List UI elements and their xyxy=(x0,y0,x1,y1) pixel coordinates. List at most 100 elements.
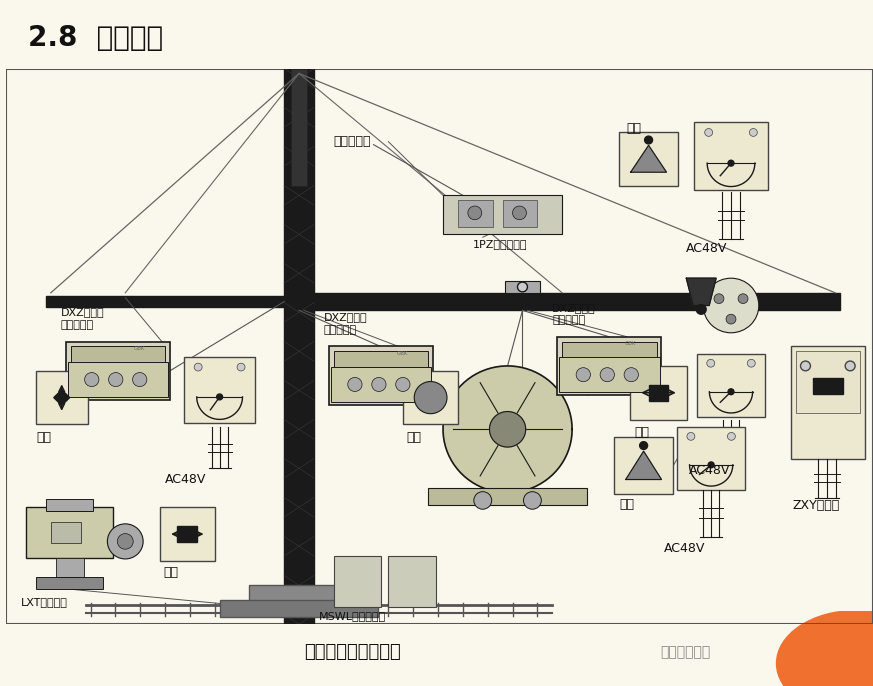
Bar xyxy=(299,293,840,310)
Circle shape xyxy=(738,294,748,303)
Circle shape xyxy=(726,314,736,324)
Bar xyxy=(560,357,659,392)
Text: 幅度: 幅度 xyxy=(635,427,650,439)
Circle shape xyxy=(600,368,615,381)
Text: 行程限位器: 行程限位器 xyxy=(61,320,94,330)
Text: 回転: 回転 xyxy=(406,431,422,445)
Polygon shape xyxy=(490,412,526,447)
Circle shape xyxy=(108,372,123,387)
Bar xyxy=(284,69,314,624)
Text: MSWL载荷限制器: MSWL载荷限制器 xyxy=(319,611,386,621)
Text: 行程限位器: 行程限位器 xyxy=(553,316,586,325)
Bar xyxy=(619,132,678,186)
Bar xyxy=(26,507,113,558)
Circle shape xyxy=(468,206,482,220)
Bar xyxy=(698,354,765,417)
Text: AC48V: AC48V xyxy=(690,464,731,477)
Text: DXZ多功能: DXZ多功能 xyxy=(324,312,368,322)
Circle shape xyxy=(703,279,759,333)
Circle shape xyxy=(708,462,714,468)
Circle shape xyxy=(133,372,147,387)
Bar xyxy=(428,488,587,506)
Circle shape xyxy=(217,394,223,400)
Bar xyxy=(333,351,428,369)
Bar xyxy=(329,346,433,405)
Circle shape xyxy=(576,368,590,381)
Text: DXZ多功能: DXZ多功能 xyxy=(61,307,105,318)
Circle shape xyxy=(697,305,706,314)
Bar xyxy=(184,357,256,423)
Circle shape xyxy=(801,361,810,371)
Bar xyxy=(505,281,540,293)
Circle shape xyxy=(474,492,491,509)
Bar xyxy=(220,600,379,617)
Text: 行程限位器: 行程限位器 xyxy=(324,325,357,335)
Circle shape xyxy=(845,361,856,371)
Circle shape xyxy=(117,534,134,549)
Polygon shape xyxy=(686,279,716,305)
Bar xyxy=(51,522,80,543)
Circle shape xyxy=(644,136,652,144)
Bar xyxy=(160,507,215,561)
Bar xyxy=(36,371,87,425)
Text: 1PZ力矩传感器: 1PZ力矩传感器 xyxy=(473,239,527,249)
Bar xyxy=(45,296,299,307)
Text: 提升: 提升 xyxy=(36,431,51,445)
Bar xyxy=(403,371,458,425)
Circle shape xyxy=(85,372,99,387)
Text: 塔厕保险装置示意图: 塔厕保险装置示意图 xyxy=(305,643,402,661)
Polygon shape xyxy=(54,390,70,405)
Circle shape xyxy=(395,377,410,392)
Bar xyxy=(677,427,745,490)
Circle shape xyxy=(728,161,734,166)
Text: AC48V: AC48V xyxy=(686,242,728,255)
Polygon shape xyxy=(626,451,662,480)
Circle shape xyxy=(777,611,873,686)
Polygon shape xyxy=(443,366,572,493)
Bar xyxy=(68,362,168,397)
Bar xyxy=(56,558,84,582)
Bar xyxy=(36,578,103,589)
Bar xyxy=(557,337,662,395)
Text: 力矩限制器: 力矩限制器 xyxy=(333,135,371,148)
Bar xyxy=(388,556,436,606)
Bar xyxy=(291,69,307,186)
Bar xyxy=(333,556,382,606)
Bar xyxy=(649,385,669,401)
Circle shape xyxy=(727,432,735,440)
Bar xyxy=(458,200,492,228)
Bar xyxy=(45,499,93,511)
Circle shape xyxy=(714,294,724,303)
Circle shape xyxy=(372,377,386,392)
Bar xyxy=(791,346,865,458)
Text: GBK: GBK xyxy=(396,351,408,356)
Circle shape xyxy=(705,128,712,137)
Circle shape xyxy=(512,206,526,220)
Text: AC48V: AC48V xyxy=(663,543,705,556)
Circle shape xyxy=(747,359,755,367)
Text: 2.8  安全装置: 2.8 安全装置 xyxy=(28,24,163,51)
Text: 载荷: 载荷 xyxy=(620,497,635,510)
Circle shape xyxy=(237,363,245,371)
Bar xyxy=(250,585,348,610)
Bar xyxy=(177,526,197,542)
Text: 塔机安全管理: 塔机安全管理 xyxy=(661,645,711,659)
Circle shape xyxy=(524,492,541,509)
Circle shape xyxy=(624,368,638,381)
Bar xyxy=(562,342,656,359)
Text: 力矩: 力矩 xyxy=(627,122,642,135)
Text: ZXY显示仪: ZXY显示仪 xyxy=(793,499,840,512)
Circle shape xyxy=(687,432,695,440)
Polygon shape xyxy=(630,145,666,172)
Circle shape xyxy=(107,524,143,559)
Text: 行走: 行走 xyxy=(163,566,178,579)
Text: LXT行程开关: LXT行程开关 xyxy=(21,597,68,607)
Bar xyxy=(694,122,768,191)
Bar xyxy=(71,346,165,364)
Bar xyxy=(443,196,562,235)
Text: GBK: GBK xyxy=(134,346,145,351)
Bar xyxy=(795,351,860,413)
Circle shape xyxy=(640,442,648,449)
Bar xyxy=(503,200,538,228)
Circle shape xyxy=(518,282,527,292)
